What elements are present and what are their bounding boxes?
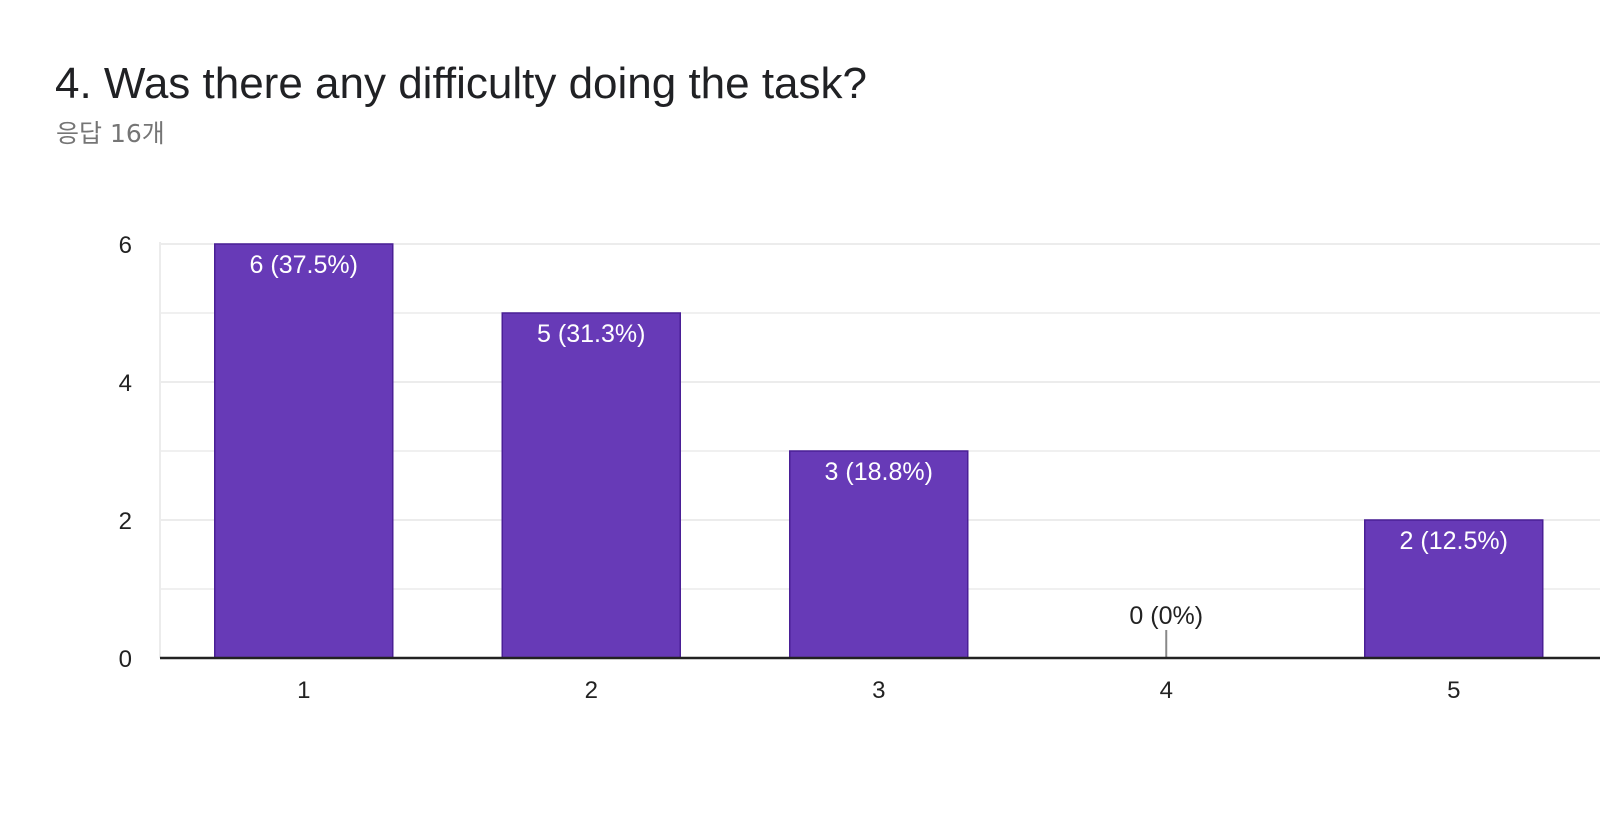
x-tick-label: 5 bbox=[1447, 677, 1460, 704]
bar bbox=[1364, 519, 1544, 659]
axes: 0 2 4 6 1 2 3 4 5 bbox=[119, 232, 1600, 704]
bar-value-label: 5 (31.3%) bbox=[537, 320, 645, 348]
y-tick-label: 2 bbox=[119, 508, 132, 535]
bar bbox=[501, 312, 681, 659]
response-count: 응답 16개 bbox=[56, 119, 165, 148]
bar bbox=[789, 450, 969, 659]
bar-value-label: 6 (37.5%) bbox=[250, 251, 358, 279]
gridlines bbox=[159, 242, 1600, 658]
bar bbox=[214, 243, 394, 659]
x-tick-label: 4 bbox=[1160, 677, 1173, 704]
y-tick-label: 4 bbox=[119, 370, 132, 397]
x-tick-label: 3 bbox=[872, 677, 885, 704]
x-tick-label: 2 bbox=[585, 677, 598, 704]
bar-value-label: 2 (12.5%) bbox=[1400, 527, 1508, 555]
x-tick-label: 1 bbox=[297, 677, 310, 704]
y-tick-label: 0 bbox=[119, 646, 132, 673]
data-labels: 6 (37.5%) 5 (31.3%) 3 (18.8%) 0 (0%) 2 (12.5… bbox=[250, 251, 1508, 630]
bar-value-label: 3 (18.8%) bbox=[825, 458, 933, 486]
question-title: 4. Was there any difficulty doing the ta… bbox=[55, 59, 868, 108]
y-tick-label: 6 bbox=[119, 232, 132, 259]
bars bbox=[214, 243, 1544, 659]
bar-value-label: 0 (0%) bbox=[1129, 602, 1203, 630]
